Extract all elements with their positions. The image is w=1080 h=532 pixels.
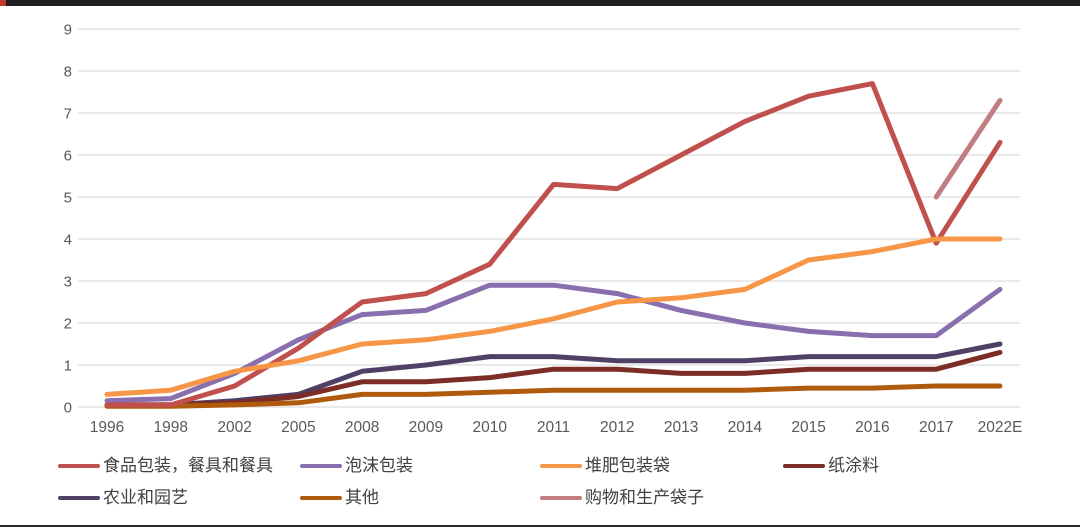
legend-swatch-compostable-packaging-bags	[540, 463, 582, 469]
y-axis-tick-7: 7	[64, 106, 72, 123]
y-axis-tick-3: 3	[64, 274, 72, 291]
series-line-compostable-packaging-bags	[104, 236, 1003, 397]
x-axis-tick-2014: 2014	[728, 419, 763, 436]
line-chart: 0 1 2 3 4 5 6 7 8 9 1996 1998 2002 2005 2008 2009 2010 20…	[64, 22, 1023, 437]
top-border	[0, 0, 1080, 6]
legend-label-shopping-production-bags: 购物和生产袋子	[585, 488, 704, 508]
legend-label-food-packaging-tableware: 食品包装，餐具和餐具	[103, 456, 273, 476]
x-axis-tick-2012: 2012	[600, 419, 634, 436]
series-line-paper-coating	[104, 349, 1003, 408]
y-axis-tick-9: 9	[64, 22, 72, 39]
legend-item-paper-coating: 纸涂料	[783, 455, 879, 477]
y-axis-tick-8: 8	[64, 64, 72, 81]
y-axis-tick-1: 1	[64, 358, 72, 375]
x-axis-tick-2008: 2008	[345, 419, 379, 436]
legend-label-other: 其他	[345, 488, 379, 508]
series-line-agriculture-horticulture	[104, 341, 1003, 408]
y-axis-tick-4: 4	[64, 232, 72, 249]
legend-item-compostable-packaging-bags: 堆肥包装袋	[540, 455, 670, 477]
legend-label-paper-coating: 纸涂料	[828, 456, 879, 476]
legend-swatch-paper-coating	[783, 463, 825, 469]
x-axis-tick-2005: 2005	[281, 419, 315, 436]
legend-swatch-food-packaging-tableware	[58, 463, 100, 469]
legend-swatch-agriculture-horticulture	[58, 495, 100, 501]
series-line-other	[104, 383, 1003, 409]
y-axis-tick-2: 2	[64, 316, 72, 333]
legend-swatch-shopping-production-bags	[540, 495, 582, 501]
x-axis-tick-2016: 2016	[855, 419, 889, 436]
x-axis-tick-2010: 2010	[472, 419, 507, 436]
series-line-food-packaging-tableware	[104, 81, 1003, 408]
legend-item-shopping-production-bags: 购物和生产袋子	[540, 487, 704, 509]
x-axis-tick-1996: 1996	[90, 419, 124, 436]
x-axis-tick-2017: 2017	[919, 419, 953, 436]
x-axis-tick-2022E: 2022E	[978, 419, 1023, 436]
y-axis-tick-6: 6	[64, 148, 72, 165]
legend-item-food-packaging-tableware: 食品包装，餐具和餐具	[58, 455, 273, 477]
bottom-border	[0, 525, 1080, 527]
legend-item-agriculture-horticulture: 农业和园艺	[58, 487, 188, 509]
x-axis-tick-2011: 2011	[537, 419, 570, 436]
x-axis-tick-2009: 2009	[409, 419, 443, 436]
x-axis-tick-1998: 1998	[154, 419, 188, 436]
x-axis-tick-2013: 2013	[664, 419, 698, 436]
legend-swatch-foam-packaging	[300, 463, 342, 469]
top-border-accent	[0, 0, 6, 6]
legend-label-agriculture-horticulture: 农业和园艺	[103, 488, 188, 508]
legend-swatch-other	[300, 495, 342, 501]
x-axis-tick-2015: 2015	[791, 419, 825, 436]
series-line-shopping-production-bags	[933, 97, 1003, 200]
x-axis-tick-2002: 2002	[217, 419, 251, 436]
legend-label-foam-packaging: 泡沫包装	[345, 456, 413, 476]
y-axis-tick-0: 0	[64, 400, 72, 417]
legend-item-other: 其他	[300, 487, 379, 509]
legend-label-compostable-packaging-bags: 堆肥包装袋	[585, 456, 670, 476]
y-axis-tick-5: 5	[64, 190, 72, 207]
series-line-foam-packaging	[104, 282, 1003, 404]
legend-item-foam-packaging: 泡沫包装	[300, 455, 413, 477]
